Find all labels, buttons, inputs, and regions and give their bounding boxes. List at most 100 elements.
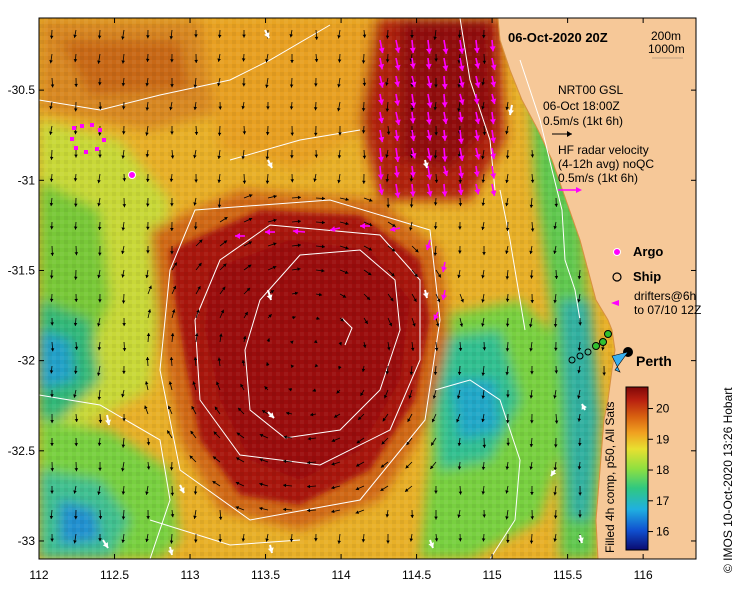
vector-arrowhead bbox=[415, 248, 419, 253]
vector-arrowhead bbox=[265, 538, 269, 542]
vector-arrowhead bbox=[529, 250, 533, 255]
vector-arrowhead bbox=[146, 466, 151, 470]
vector-arrowhead bbox=[168, 381, 173, 385]
vector-arrowhead bbox=[50, 538, 54, 542]
vector-arrowhead bbox=[490, 173, 497, 179]
vector-arrowhead bbox=[481, 491, 486, 495]
argo-float-marker[interactable] bbox=[128, 171, 136, 179]
altimetry-legend: NRT00 GSL 06-Oct 18:00Z 0.5m/s (1kt 6h) bbox=[543, 83, 623, 137]
vector-arrowhead bbox=[481, 466, 486, 470]
vector-arrowhead bbox=[97, 347, 102, 351]
vector-arrowhead bbox=[388, 322, 393, 327]
vector-arrowhead bbox=[242, 180, 247, 184]
vector-arrowhead bbox=[378, 117, 385, 124]
vector-arrowhead bbox=[378, 47, 385, 54]
vector-arrowhead bbox=[554, 370, 559, 374]
vector-arrowhead bbox=[121, 468, 125, 472]
ship-legend-icon bbox=[612, 272, 622, 282]
vector-arrowhead bbox=[409, 117, 416, 124]
radar-legend: HF radar velocity (4-12h avg) noQC 0.5m/… bbox=[558, 143, 654, 193]
vector-arrowhead bbox=[97, 274, 101, 279]
vector-arrowhead bbox=[505, 227, 510, 232]
map-frame bbox=[38, 17, 697, 560]
altimetry-legend-source: NRT00 GSL bbox=[558, 83, 623, 97]
vector-arrowhead bbox=[553, 299, 557, 304]
vector-arrowhead bbox=[505, 276, 510, 280]
vector-arrowhead bbox=[273, 218, 277, 223]
vector-arrowhead bbox=[50, 490, 54, 494]
vector-arrowhead bbox=[238, 407, 242, 412]
vector-arrowhead bbox=[529, 275, 534, 279]
vector-arrowhead bbox=[361, 368, 366, 372]
vector-arrowhead bbox=[241, 155, 245, 160]
vector-arrowhead bbox=[50, 468, 55, 472]
perth-marker[interactable] bbox=[611, 347, 633, 373]
vector-arrowhead bbox=[236, 432, 241, 436]
vector-arrowhead bbox=[409, 227, 413, 231]
vector-arrowhead bbox=[385, 371, 390, 375]
vector-arrowhead bbox=[408, 395, 412, 399]
vector-arrowhead bbox=[505, 155, 510, 159]
vector-arrowhead bbox=[481, 323, 485, 327]
vector-arrowhead bbox=[289, 538, 294, 542]
argo-drift-ring bbox=[70, 123, 106, 154]
vector-arrowhead bbox=[242, 335, 247, 340]
depth-legend: 200m 1000m bbox=[648, 29, 685, 59]
vector-arrowhead bbox=[378, 156, 384, 162]
vector-arrowhead bbox=[366, 296, 371, 300]
vector-arrowhead bbox=[386, 131, 391, 135]
vector-arrowhead bbox=[121, 155, 125, 159]
vector-arrowhead bbox=[442, 118, 449, 124]
depth-legend-1000m: 1000m bbox=[648, 42, 685, 56]
vector-arrowhead bbox=[362, 82, 367, 86]
vector-arrowhead bbox=[50, 84, 55, 88]
vector-arrowhead bbox=[49, 35, 54, 39]
vector-arrowhead bbox=[581, 404, 587, 410]
vector-arrowhead bbox=[97, 491, 101, 495]
vector-arrowhead bbox=[394, 81, 401, 87]
vector-arrowhead bbox=[474, 82, 481, 88]
vector-arrowhead bbox=[73, 178, 78, 182]
vector-arrowhead bbox=[433, 202, 438, 206]
vector-arrowhead bbox=[410, 34, 414, 38]
colorbar-tick-label: 16 bbox=[656, 525, 670, 539]
vector-arrowhead bbox=[273, 242, 277, 246]
vector-arrowhead bbox=[382, 417, 386, 422]
vector-arrowhead bbox=[194, 539, 198, 543]
vector-arrowhead bbox=[145, 274, 149, 279]
vector-arrowhead bbox=[410, 81, 417, 88]
vector-arrowhead bbox=[355, 486, 360, 491]
vector-arrowhead bbox=[385, 108, 390, 112]
vector-arrowhead bbox=[146, 516, 150, 520]
vector-arrowhead bbox=[246, 287, 251, 292]
vector-arrowhead bbox=[121, 491, 126, 495]
vector-arrowhead bbox=[380, 464, 385, 468]
vector-arrowhead bbox=[409, 135, 416, 142]
marker-legend: Argo Ship drifters@6h to 07/10 12Z bbox=[611, 244, 701, 317]
vector-arrowhead bbox=[73, 58, 78, 63]
vector-arrowhead bbox=[554, 347, 558, 351]
vector-arrowhead bbox=[97, 226, 102, 231]
vector-arrowhead bbox=[345, 197, 349, 202]
vector-arrowhead bbox=[217, 132, 222, 136]
vector-arrowhead bbox=[505, 202, 509, 207]
vector-arrowhead bbox=[441, 266, 447, 272]
vector-arrowhead bbox=[530, 228, 535, 232]
vector-arrowhead bbox=[50, 252, 55, 256]
vector-arrowhead bbox=[267, 547, 274, 553]
vector-arrowhead bbox=[428, 542, 435, 548]
vector-arrowhead bbox=[98, 106, 103, 110]
vector-arrowhead bbox=[170, 131, 174, 135]
altimetry-legend-scale: 0.5m/s (1kt 6h) bbox=[543, 114, 623, 128]
colorbar-tick-label: 17 bbox=[656, 494, 670, 508]
vector-arrowhead bbox=[73, 131, 78, 135]
vector-arrowhead bbox=[213, 431, 218, 435]
colorbar-tick-label: 19 bbox=[656, 432, 670, 446]
vector-arrowhead bbox=[442, 65, 449, 71]
vector-arrowhead bbox=[265, 132, 270, 136]
vector-arrowhead bbox=[505, 516, 509, 520]
vector-arrowhead bbox=[74, 83, 78, 87]
vector-arrowhead bbox=[73, 108, 78, 112]
vector-arrowhead bbox=[167, 405, 172, 410]
vector-arrowhead bbox=[362, 34, 367, 38]
